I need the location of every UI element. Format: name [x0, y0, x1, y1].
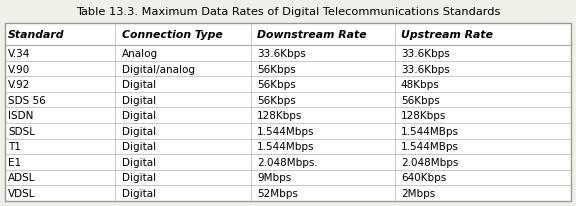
Text: 56Kbps: 56Kbps [257, 64, 295, 74]
Text: SDS 56: SDS 56 [8, 95, 46, 105]
Text: Upstream Rate: Upstream Rate [401, 30, 493, 40]
Text: 33.6Kbps: 33.6Kbps [257, 49, 306, 59]
Text: 48Kbps: 48Kbps [401, 80, 439, 90]
Text: 9Mbps: 9Mbps [257, 173, 291, 183]
Bar [5, 24, 571, 201]
Text: 1.544MBps: 1.544MBps [401, 126, 459, 136]
Text: Digital: Digital [122, 95, 156, 105]
Text: Digital: Digital [122, 142, 156, 152]
Text: 33.6Kbps: 33.6Kbps [401, 49, 450, 59]
Text: Downstream Rate: Downstream Rate [257, 30, 366, 40]
Text: 2.048Mbps.: 2.048Mbps. [257, 157, 317, 167]
Text: V.90: V.90 [8, 64, 31, 74]
Text: Table 13.3. Maximum Data Rates of Digital Telecommunications Standards: Table 13.3. Maximum Data Rates of Digita… [76, 7, 500, 16]
Text: Standard: Standard [8, 30, 65, 40]
Text: 128Kbps: 128Kbps [257, 111, 302, 121]
Text: T1: T1 [8, 142, 21, 152]
Text: Analog: Analog [122, 49, 158, 59]
Text: 56Kbps: 56Kbps [401, 95, 439, 105]
Text: Digital: Digital [122, 80, 156, 90]
Text: 1.544MBps: 1.544MBps [401, 142, 459, 152]
Text: Digital: Digital [122, 173, 156, 183]
Text: Digital: Digital [122, 157, 156, 167]
Text: V.34: V.34 [8, 49, 31, 59]
Text: ADSL: ADSL [8, 173, 36, 183]
Text: Digital: Digital [122, 188, 156, 198]
Text: 2.048Mbps: 2.048Mbps [401, 157, 458, 167]
Text: VDSL: VDSL [8, 188, 36, 198]
Text: 56Kbps: 56Kbps [257, 95, 295, 105]
Text: SDSL: SDSL [8, 126, 35, 136]
Text: 1.544Mbps: 1.544Mbps [257, 142, 314, 152]
Text: V.92: V.92 [8, 80, 31, 90]
Text: 1.544Mbps: 1.544Mbps [257, 126, 314, 136]
Text: 2Mbps: 2Mbps [401, 188, 435, 198]
Text: Connection Type: Connection Type [122, 30, 222, 40]
Text: 33.6Kbps: 33.6Kbps [401, 64, 450, 74]
Text: ISDN: ISDN [8, 111, 33, 121]
Text: Digital: Digital [122, 126, 156, 136]
Bar [5, 24, 571, 201]
Text: Digital/analog: Digital/analog [122, 64, 195, 74]
Text: E1: E1 [8, 157, 21, 167]
Text: 128Kbps: 128Kbps [401, 111, 446, 121]
Text: Digital: Digital [122, 111, 156, 121]
Text: 640Kbps: 640Kbps [401, 173, 446, 183]
Text: 52Mbps: 52Mbps [257, 188, 298, 198]
Text: 56Kbps: 56Kbps [257, 80, 295, 90]
